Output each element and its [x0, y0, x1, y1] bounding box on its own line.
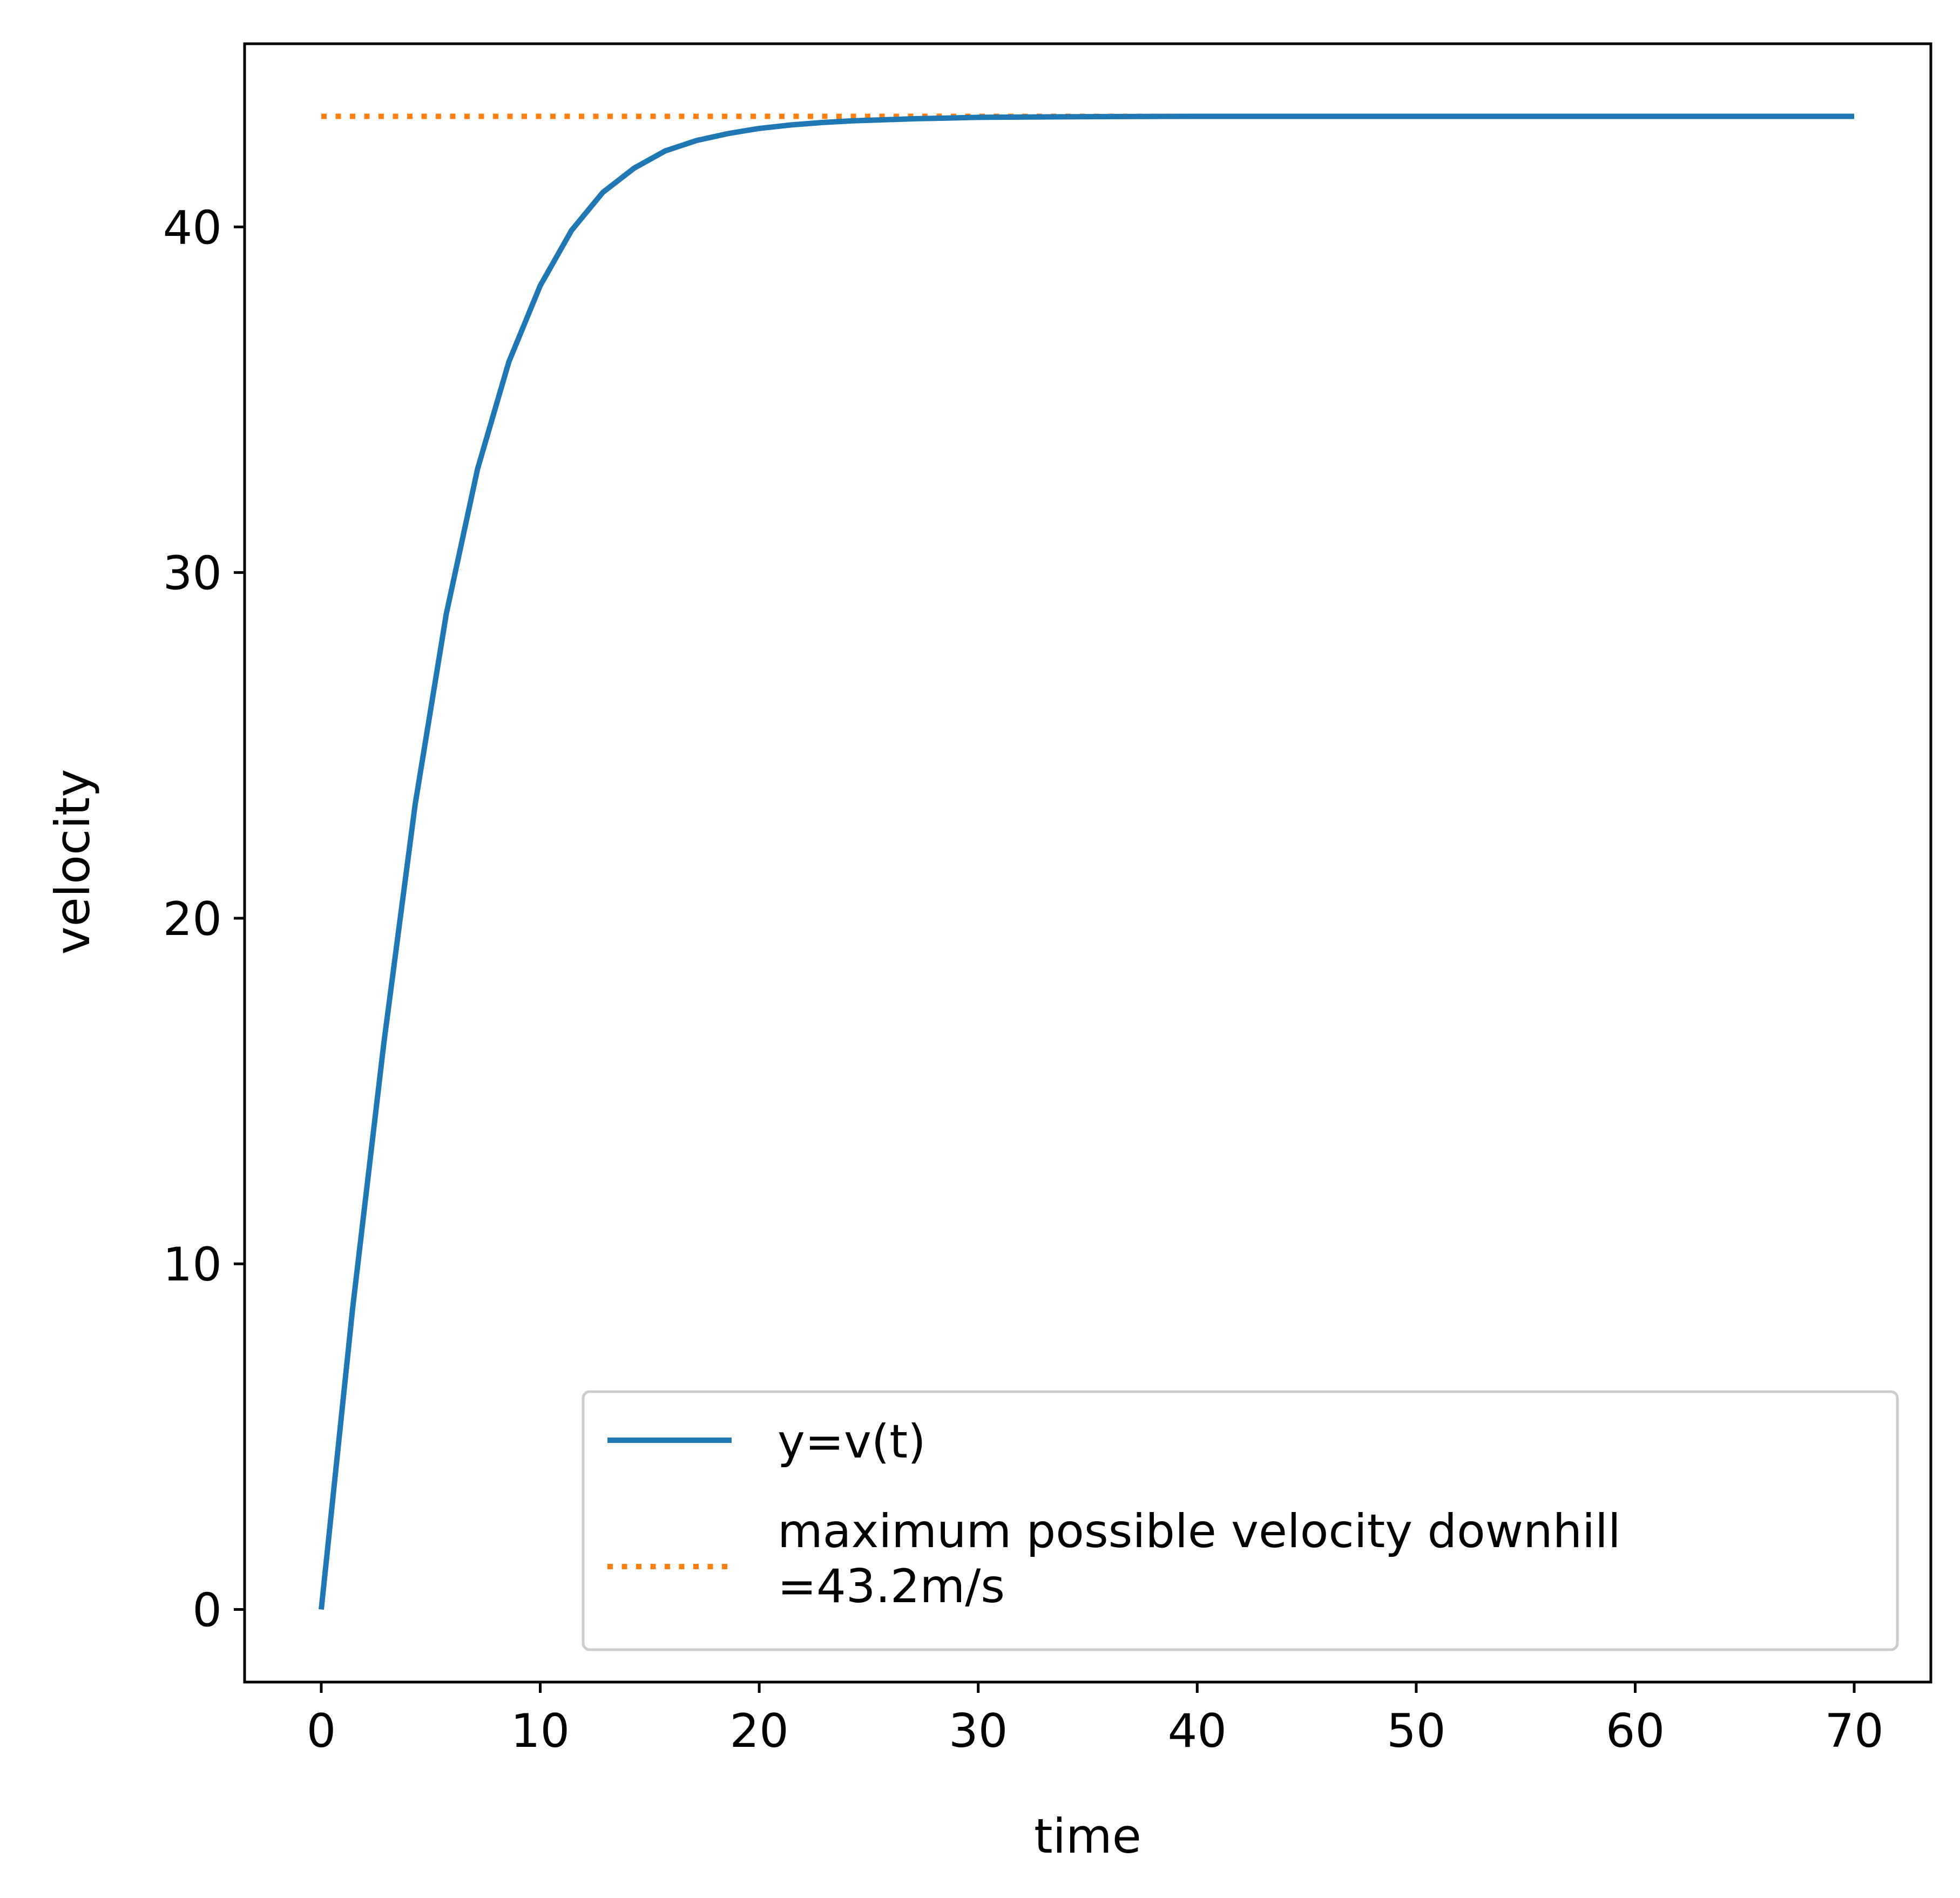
x-tick-label: 60	[1606, 1704, 1665, 1758]
x-tick-label: 40	[1168, 1704, 1227, 1758]
x-tick-label: 0	[307, 1704, 336, 1758]
plot-lines	[319, 113, 1854, 1610]
legend: y=v(t) maximum possible velocity downhil…	[582, 1390, 1899, 1651]
x-axis-ticks: 0 10 20 30 40 50 60 70	[307, 1682, 1884, 1758]
plot-frame	[243, 42, 1932, 1684]
y-tick-label: 0	[192, 1584, 222, 1638]
y-axis-label: velocity	[45, 769, 100, 955]
x-axis-label: time	[1034, 1808, 1141, 1864]
series-line-velocity	[319, 113, 1854, 1610]
x-tick-label: 20	[729, 1704, 788, 1758]
legend-label-velocity: y=v(t)	[778, 1415, 926, 1469]
legend-box	[582, 1390, 1899, 1651]
y-tick-label: 10	[163, 1238, 222, 1292]
x-tick-label: 50	[1387, 1704, 1445, 1758]
y-axis-ticks: 0 10 20 30 40	[163, 201, 245, 1638]
legend-label-max-velocity: maximum possible velocity downhill =43.2m…	[778, 1504, 1621, 1614]
x-tick-label: 30	[949, 1704, 1008, 1758]
x-tick-label: 70	[1824, 1704, 1883, 1758]
x-tick-label: 10	[511, 1704, 570, 1758]
y-tick-label: 40	[163, 201, 222, 255]
legend-label-line: maximum possible velocity downhill	[778, 1504, 1621, 1558]
legend-label-line: =43.2m/s	[778, 1560, 1005, 1614]
y-tick-label: 20	[163, 892, 222, 946]
y-tick-label: 30	[163, 547, 222, 601]
